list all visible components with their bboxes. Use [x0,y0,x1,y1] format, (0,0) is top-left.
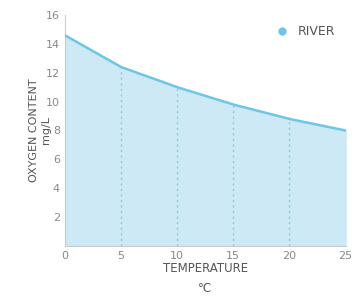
Legend: RIVER: RIVER [266,21,339,42]
Text: °C: °C [198,282,212,295]
Y-axis label: OXYGEN CONTENT
mg/L: OXYGEN CONTENT mg/L [30,79,51,182]
X-axis label: TEMPERATURE: TEMPERATURE [163,262,248,275]
